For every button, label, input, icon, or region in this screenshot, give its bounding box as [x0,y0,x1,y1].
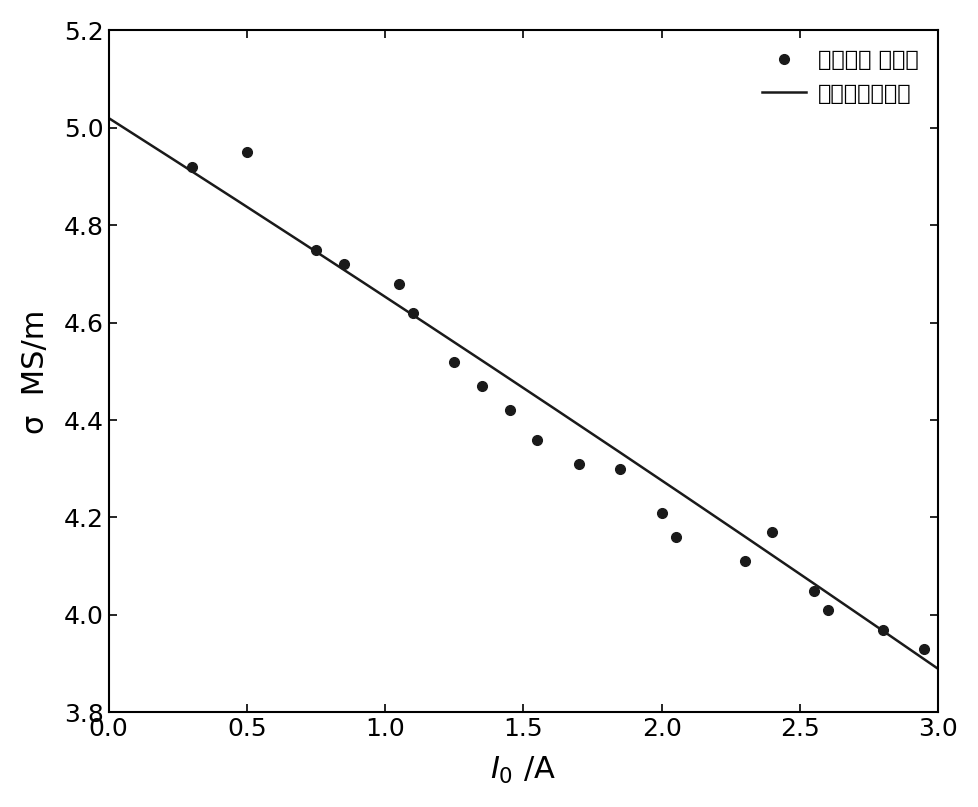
X-axis label: $I_0$ /A: $I_0$ /A [490,755,556,786]
Y-axis label: σ  MS/m: σ MS/m [21,309,50,433]
Legend: 电导率反 演结果, 电导率拟合曲线: 电导率反 演结果, 电导率拟合曲线 [752,41,926,112]
